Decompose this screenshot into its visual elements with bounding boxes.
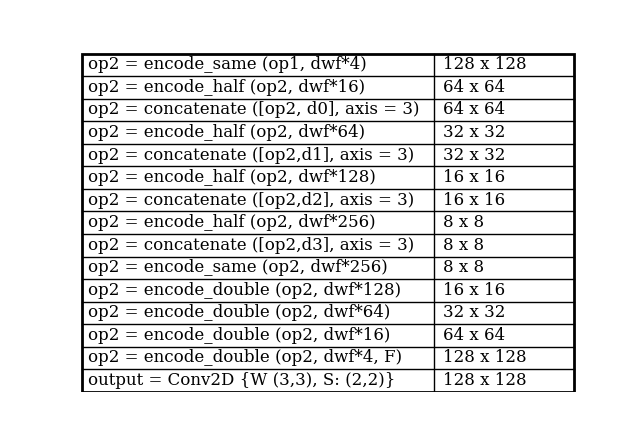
Text: op2 = encode_same (op2, dwf*256): op2 = encode_same (op2, dwf*256) [88, 259, 388, 277]
Text: 32 x 32: 32 x 32 [442, 124, 505, 141]
Text: 16 x 16: 16 x 16 [442, 169, 504, 186]
Text: op2 = concatenate ([op2,d3], axis = 3): op2 = concatenate ([op2,d3], axis = 3) [88, 237, 415, 254]
Text: 128 x 128: 128 x 128 [442, 372, 526, 389]
Text: op2 = encode_double (op2, dwf*128): op2 = encode_double (op2, dwf*128) [88, 282, 401, 299]
Text: op2 = encode_double (op2, dwf*4, F): op2 = encode_double (op2, dwf*4, F) [88, 349, 403, 366]
Text: op2 = encode_double (op2, dwf*16): op2 = encode_double (op2, dwf*16) [88, 327, 391, 344]
Text: 32 x 32: 32 x 32 [442, 304, 505, 321]
Text: 8 x 8: 8 x 8 [442, 259, 484, 277]
Text: op2 = concatenate ([op2,d1], axis = 3): op2 = concatenate ([op2,d1], axis = 3) [88, 146, 415, 164]
Text: 128 x 128: 128 x 128 [442, 349, 526, 366]
Text: op2 = concatenate ([op2,d2], axis = 3): op2 = concatenate ([op2,d2], axis = 3) [88, 192, 415, 209]
Text: op2 = encode_half (op2, dwf*16): op2 = encode_half (op2, dwf*16) [88, 79, 365, 96]
Text: 64 x 64: 64 x 64 [442, 327, 504, 344]
Text: op2 = encode_same (op1, dwf*4): op2 = encode_same (op1, dwf*4) [88, 56, 367, 73]
Text: op2 = encode_double (op2, dwf*64): op2 = encode_double (op2, dwf*64) [88, 304, 391, 321]
Text: 16 x 16: 16 x 16 [442, 282, 504, 299]
Text: 16 x 16: 16 x 16 [442, 192, 504, 209]
Text: 32 x 32: 32 x 32 [442, 146, 505, 164]
Text: 64 x 64: 64 x 64 [442, 79, 504, 96]
Text: op2 = encode_half (op2, dwf*128): op2 = encode_half (op2, dwf*128) [88, 169, 376, 186]
Text: op2 = encode_half (op2, dwf*64): op2 = encode_half (op2, dwf*64) [88, 124, 365, 141]
Text: 8 x 8: 8 x 8 [442, 214, 484, 231]
Text: 64 x 64: 64 x 64 [442, 101, 504, 119]
Text: output = Conv2D {W (3,3), S: (2,2)}: output = Conv2D {W (3,3), S: (2,2)} [88, 372, 396, 389]
Text: op2 = concatenate ([op2, d0], axis = 3): op2 = concatenate ([op2, d0], axis = 3) [88, 101, 420, 119]
Text: 8 x 8: 8 x 8 [442, 237, 484, 254]
Text: 128 x 128: 128 x 128 [442, 56, 526, 73]
Text: op2 = encode_half (op2, dwf*256): op2 = encode_half (op2, dwf*256) [88, 214, 376, 231]
